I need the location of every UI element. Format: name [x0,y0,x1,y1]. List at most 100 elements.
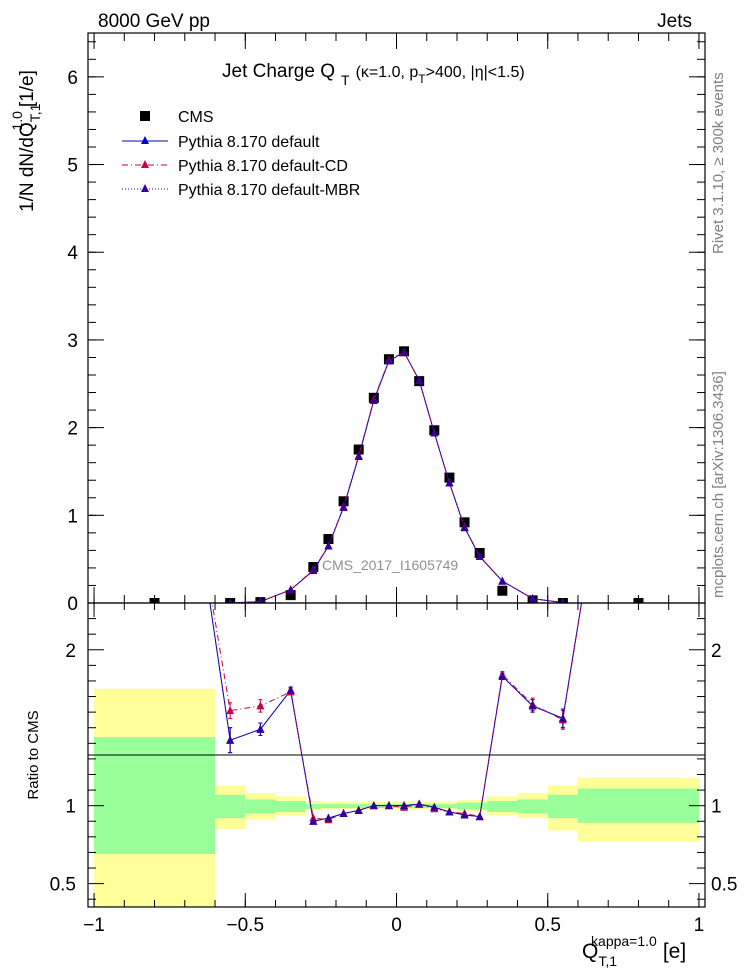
ratio-band-inner-0 [94,737,216,854]
main-series-3-point-17 [560,598,566,603]
x-label-sup: kappa=1.0 [591,933,657,949]
cms-point-3 [285,590,296,601]
ratio-band-inner-6 [456,802,488,810]
ratio-y-axis-label: Ratio to CMS [25,710,42,799]
xtick-label-3: 0.5 [535,915,561,936]
rivet-version-label: Rivet 3.1.10, ≥ 300k events [710,72,727,254]
ratio-band-inner-2 [245,799,276,814]
ratio-series-2-point-15 [498,671,507,680]
main-series-3-point-6 [354,452,363,461]
cms-point-16 [497,585,508,596]
main-ytick-label-0: 0 [67,594,78,615]
ratio-band-inner-8 [517,799,548,814]
main-y-label-unit: [1/e] [17,70,38,107]
main-series-3-point-5 [339,502,348,511]
ratio-series-2-line [209,603,583,822]
ratio-ytick-label-right-1: 1 [711,797,722,818]
main-ytick-label-4: 4 [67,243,78,264]
main-series-3-point-0 [227,598,233,603]
ratio-series-1-point-1 [256,701,265,710]
legend-marker-default-cd [141,160,149,168]
ratio-series-2-point-12 [445,807,454,816]
xtick-label-0: −1 [83,915,105,936]
main-y-label-main: 1/N dN/dQ [17,122,38,212]
main-series-3-point-2 [286,585,295,594]
main-ytick-label-3: 3 [67,331,78,352]
main-series-3-point-1 [257,597,264,603]
ratio-series-2-point-1 [256,724,265,733]
ratio-band-inner-1 [215,794,246,819]
main-ytick-label-6: 6 [67,68,78,89]
chart-title-sub: T [341,72,350,88]
ratio-series-2-point-2 [286,685,295,694]
main-series-3-point-8 [384,356,393,365]
x-label-main: Q [582,940,598,963]
ratio-series-2-point-6 [354,805,363,814]
legend-label-default-mbr: Pythia 8.170 default-MBR [178,182,360,199]
cms-point-6 [338,496,349,507]
analysis-watermark: CMS_2017_I1605749 [322,557,458,573]
ratio-series-2-point-9 [400,801,409,810]
ratio-uncertainty-bands [94,688,699,907]
ratio-series-2-point-7 [369,801,378,810]
main-ytick-label-2: 2 [67,419,78,440]
main-series-3-point-15 [498,576,507,585]
mcplots-label: mcplots.cern.ch [arXiv:1306.3436] [710,371,727,598]
xtick-label-1: −0.5 [227,915,265,936]
x-axis-label: QT,1 kappa=1.0 [e] [582,933,686,969]
ratio-band-inner-7 [487,800,518,812]
ratio-band-inner-4 [305,804,321,809]
main-ytick-label-1: 1 [67,506,78,527]
main-series-3-point-16 [528,594,537,603]
ratio-ytick-label-left-2: 2 [65,641,76,662]
ratio-ytick-label-right-0: 0.5 [711,875,737,896]
legend-marker-default-mbr [141,184,149,192]
header-energy-label: 8000 GeV pp [98,11,210,32]
legend-label-default: Pythia 8.170 default [178,134,320,151]
ratio-series-2-point-17 [558,713,567,722]
main-series-3-point-13 [460,523,469,532]
ratio-band-inner-9 [547,794,578,819]
ratio-ytick-label-left-1: 1 [65,797,76,818]
main-series-3-point-9 [400,347,409,356]
legend-label-default-cd: Pythia 8.170 default-CD [178,158,348,175]
main-series-3-point-11 [430,428,439,437]
main-series-3-point-7 [369,395,378,404]
xtick-label-4: 1 [694,915,705,936]
ratio-series-2-point-5 [339,808,348,817]
ratio-ytick-label-left-0: 0.5 [50,875,76,896]
ratio-series-0-line [209,603,583,822]
ratio-series-2-point-11 [430,802,439,811]
chart-title-params-post: >400, |η|<1.5) [426,64,525,81]
ratio-series-1-point-0 [226,706,235,715]
main-series-3-point-14 [475,552,484,561]
main-ytick-label-5: 5 [67,156,78,177]
ratio-series-2-point-16 [528,701,537,710]
x-label-unit: [e] [663,940,686,963]
main-y-label-sup: 1.0 [9,111,25,131]
ratio-series-1-line [211,603,583,821]
legend-marker-default [141,136,149,144]
axes-ticks: 0 1 2 3 4 5 6 −1 −0.5 0 0.5 1 0.5 0.5 1 1 2 2 [50,33,737,936]
main-series-3-point-10 [415,375,424,384]
chart-title: Jet Charge Q T (κ=1.0, pT>400, |η|<1.5) [222,61,525,88]
main-series-2-line [230,351,563,603]
x-label-sub: T,1 [598,953,617,969]
legend-label-cms: CMS [178,109,214,126]
cms-point-13 [444,472,455,483]
ratio-series-2-point-14 [475,812,484,821]
chart-title-main: Jet Charge Q [222,61,335,82]
ratio-series-2-point-10 [415,799,424,808]
chart-title-pt-sub: T [418,72,426,86]
ratio-series-2-point-3 [309,816,318,825]
xtick-label-2: 0 [391,915,402,936]
legend-marker-cms [140,111,150,121]
main-y-axis-label: 1/N dN/dQT,11.0 [1/e] [9,70,43,212]
chart-title-params-pre: (κ=1.0, p [356,64,419,81]
main-series-3-point-12 [445,478,454,487]
ratio-ytick-label-right-2: 2 [711,641,722,662]
ratio-band-inner-3 [275,800,306,812]
cms-point-7 [353,444,364,455]
ratio-band-inner-10 [577,788,699,823]
